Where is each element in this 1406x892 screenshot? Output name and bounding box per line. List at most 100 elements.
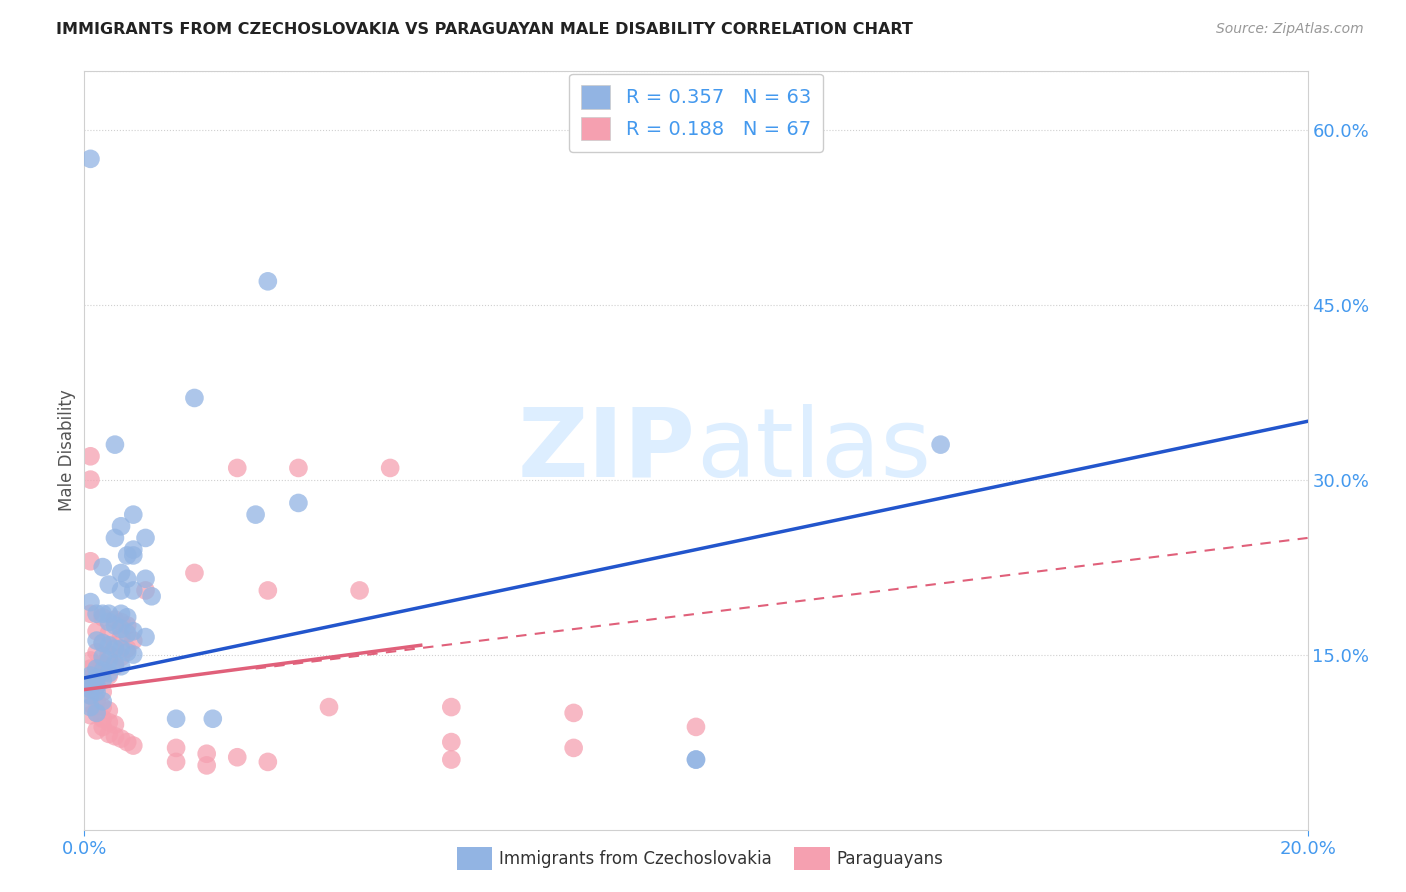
Point (110, 630, 132, 644)
Point (91, 700, 114, 714)
Point (97, 715, 120, 730)
Point (287, 461, 309, 475)
Point (91, 673, 114, 688)
Point (104, 641, 127, 656)
Point (79, 689, 101, 703)
Text: IMMIGRANTS FROM CZECHOSLOVAKIA VS PARAGUAYAN MALE DISABILITY CORRELATION CHART: IMMIGRANTS FROM CZECHOSLOVAKIA VS PARAGU… (56, 22, 912, 37)
Point (226, 461, 249, 475)
Point (165, 740, 187, 755)
Point (91, 636, 114, 650)
Point (79, 689, 101, 703)
Point (115, 549, 138, 563)
Point (79, 450, 101, 464)
Point (104, 437, 127, 451)
Point (685, 720, 707, 734)
Y-axis label: Male Disability: Male Disability (58, 390, 76, 511)
Point (104, 613, 127, 627)
Point (79, 677, 101, 691)
Point (97, 727, 120, 741)
Point (86, 662, 108, 676)
Point (86, 694, 108, 708)
Point (110, 731, 132, 746)
Text: Paraguayans: Paraguayans (837, 850, 943, 868)
Point (104, 531, 127, 545)
Point (79, 677, 101, 691)
Point (86, 706, 108, 720)
Point (97, 653, 120, 667)
Point (135, 531, 157, 545)
Point (929, 437, 952, 451)
Point (440, 753, 463, 767)
Point (122, 542, 145, 557)
Point (79, 662, 101, 676)
Point (122, 739, 145, 753)
Point (86, 673, 108, 688)
Point (135, 583, 157, 598)
Point (91, 636, 114, 650)
Point (97, 577, 120, 591)
Point (91, 649, 114, 664)
Point (91, 607, 114, 621)
Point (110, 519, 132, 533)
Point (86, 685, 108, 699)
Point (257, 583, 280, 598)
Text: atlas: atlas (696, 404, 931, 497)
Point (110, 659, 132, 673)
Point (104, 638, 127, 652)
Point (104, 659, 127, 673)
Point (115, 645, 138, 659)
Point (79, 152, 101, 166)
Point (79, 595, 101, 609)
Point (79, 708, 101, 723)
Point (79, 671, 101, 685)
Point (440, 700, 463, 714)
Point (110, 622, 132, 636)
Point (97, 704, 120, 718)
Point (380, 461, 402, 475)
Point (79, 473, 101, 487)
Point (97, 607, 120, 621)
Point (183, 391, 205, 405)
Point (115, 735, 138, 749)
Point (79, 682, 101, 697)
Point (86, 679, 108, 693)
Point (79, 682, 101, 697)
Point (79, 554, 101, 568)
Point (122, 648, 145, 662)
Point (91, 720, 114, 734)
Point (226, 750, 249, 764)
Point (135, 572, 157, 586)
Point (318, 700, 340, 714)
Point (91, 610, 114, 624)
Point (115, 618, 138, 632)
Point (86, 645, 108, 659)
Point (97, 648, 120, 662)
Point (97, 666, 120, 681)
Point (104, 729, 127, 743)
Point (79, 668, 101, 682)
Point (135, 630, 157, 644)
Point (79, 607, 101, 621)
Point (91, 657, 114, 671)
Point (440, 735, 463, 749)
Point (110, 583, 132, 598)
Point (97, 668, 120, 682)
Point (562, 706, 585, 720)
Text: Source: ZipAtlas.com: Source: ZipAtlas.com (1216, 22, 1364, 37)
Point (115, 610, 138, 624)
Point (86, 679, 108, 693)
Point (349, 583, 371, 598)
Point (115, 572, 138, 586)
Point (115, 641, 138, 656)
Point (257, 274, 280, 288)
Point (141, 589, 163, 603)
Point (115, 626, 138, 640)
Point (91, 666, 114, 681)
Point (122, 633, 145, 648)
Point (86, 664, 108, 678)
Point (97, 626, 120, 640)
Point (195, 758, 218, 772)
Point (110, 649, 132, 664)
Point (201, 712, 224, 726)
Text: ZIP: ZIP (517, 404, 696, 497)
